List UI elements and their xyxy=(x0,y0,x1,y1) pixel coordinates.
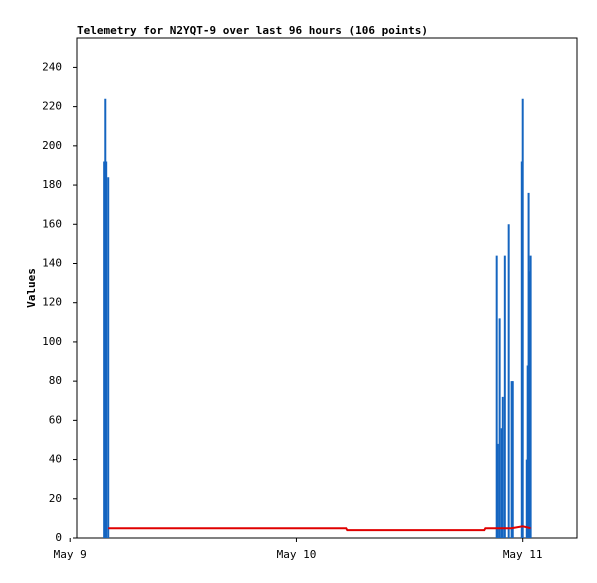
y-tick-label: 20 xyxy=(49,492,62,505)
plot-frame xyxy=(76,37,578,539)
y-tick-label: 0 xyxy=(55,531,62,544)
y-tick-label: 220 xyxy=(42,100,62,113)
y-tick-label: 240 xyxy=(42,60,62,73)
y-tick-label: 160 xyxy=(42,217,62,230)
y-tick-label: 200 xyxy=(42,139,62,152)
y-axis-label: Values xyxy=(25,268,38,308)
x-tick-label: May 9 xyxy=(54,548,87,561)
y-tick-label: 80 xyxy=(49,374,62,387)
x-tick-label: May 10 xyxy=(277,548,317,561)
y-tick-label: 40 xyxy=(49,453,62,466)
y-tick-label: 60 xyxy=(49,413,62,426)
chart-title: Telemetry for N2YQT-9 over last 96 hours… xyxy=(77,24,428,37)
y-tick-label: 120 xyxy=(42,296,62,309)
y-tick-label: 140 xyxy=(42,256,62,269)
y-tick-label: 100 xyxy=(42,335,62,348)
line xyxy=(108,525,531,532)
x-tick-label: May 11 xyxy=(503,548,543,561)
y-tick-label: 180 xyxy=(42,178,62,191)
